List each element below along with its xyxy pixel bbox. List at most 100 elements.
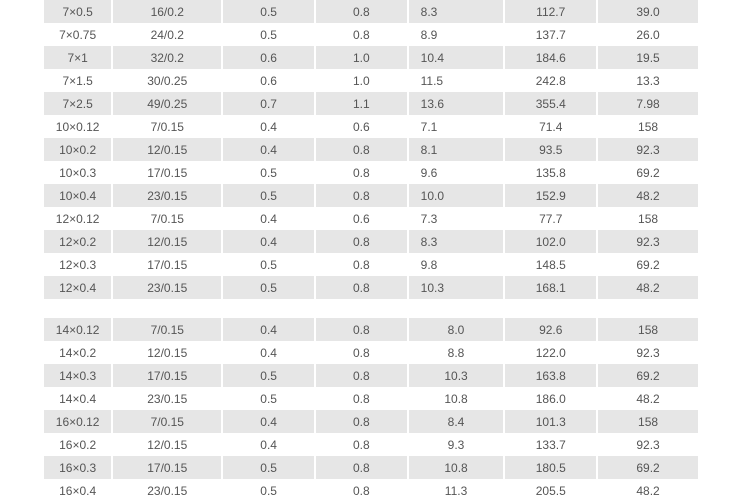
table-cell: 122.0 — [535, 345, 566, 360]
table-cell: 10×0.2 — [44, 138, 112, 161]
table-cell: 11.3 — [444, 483, 468, 498]
table-cell: 10.8 — [444, 391, 468, 406]
table-cell: 7/0.15 — [113, 410, 222, 433]
table-cell: 16×0.2 — [59, 437, 97, 452]
table-cell: 13.3 — [636, 73, 660, 88]
table-cell: 0.8 — [315, 138, 407, 161]
table-cell: 14×0.12 — [44, 318, 112, 341]
table-cell: 49/0.25 — [113, 92, 222, 115]
table-cell: 101.3 — [505, 410, 597, 433]
table-cell: 8.1 — [408, 138, 504, 161]
table-cell: 8.3 — [408, 230, 504, 253]
table-cell: 186.0 — [535, 391, 566, 406]
table-cell: 0.5 — [223, 456, 314, 479]
table-cell: 23/0.15 — [147, 391, 188, 406]
table-cell: 0.8 — [315, 230, 407, 253]
table-cell: 158 — [598, 318, 698, 341]
table-cell: 23/0.15 — [113, 184, 222, 207]
table-cell: 26.0 — [636, 27, 660, 42]
table-row: 10×0.2 12/0.15 0.4 0.8 8.1 93.5 92.3 — [44, 138, 698, 161]
table-cell: 93.5 — [505, 138, 597, 161]
table-row: 16×0.4 23/0.15 0.5 0.8 11.3 205.5 48.2 — [44, 479, 698, 502]
table-cell: 7×0.75 — [59, 27, 97, 42]
table-cell: 39.0 — [598, 0, 698, 23]
table-cell: 69.2 — [598, 456, 698, 479]
table-cell: 12/0.15 — [147, 345, 188, 360]
table-cell: 8.4 — [408, 410, 504, 433]
table-row: 16×0.12 7/0.15 0.4 0.8 8.4 101.3 158 — [44, 410, 698, 433]
table-cell: 1.0 — [315, 46, 407, 69]
table-row: 12×0.3 17/0.15 0.5 0.8 9.8 148.5 69.2 — [44, 253, 698, 276]
table-row: 7×1.5 30/0.25 0.6 1.0 11.5 242.8 13.3 — [44, 69, 698, 92]
table-cell: 7×1 — [44, 46, 112, 69]
table-cell: 9.8 — [420, 257, 438, 272]
table-cell: 8.8 — [447, 345, 465, 360]
table-cell: 180.5 — [505, 456, 597, 479]
table-cell: 158 — [638, 211, 659, 226]
table-cell: 355.4 — [505, 92, 597, 115]
table-cell: 11.5 — [420, 73, 444, 88]
table-cell: 0.5 — [260, 483, 277, 498]
table-cell: 135.8 — [535, 165, 566, 180]
table-cell: 48.2 — [598, 184, 698, 207]
table-row: 14×0.2 12/0.15 0.4 0.8 8.8 122.0 92.3 — [44, 341, 698, 364]
table-cell: 92.3 — [598, 230, 698, 253]
table-cell: 13.6 — [408, 92, 504, 115]
table-cell: 0.5 — [260, 27, 277, 42]
spec-table: 7×0.5 16/0.2 0.5 0.8 8.3 112.7 39.0 7×0.75 24/0.… — [42, 0, 700, 299]
table-cell: 0.4 — [260, 211, 277, 226]
table-cell: 12×0.12 — [55, 211, 100, 226]
table-row: 14×0.3 17/0.15 0.5 0.8 10.3 163.8 69.2 — [44, 364, 698, 387]
table-cell: 163.8 — [505, 364, 597, 387]
table-cell: 0.8 — [352, 391, 370, 406]
table-cell: 17/0.15 — [147, 165, 188, 180]
table-cell: 133.7 — [535, 437, 566, 452]
table-cell: 10.4 — [408, 46, 504, 69]
table-cell: 17/0.15 — [113, 456, 222, 479]
table-cell: 12/0.15 — [113, 138, 222, 161]
table-cell: 10.3 — [408, 364, 504, 387]
table-cell: 1.0 — [352, 73, 370, 88]
table-row: 10×0.4 23/0.15 0.5 0.8 10.0 152.9 48.2 — [44, 184, 698, 207]
table-cell: 12/0.15 — [113, 230, 222, 253]
table-cell: 0.5 — [260, 165, 277, 180]
table-row: 12×0.4 23/0.15 0.5 0.8 10.3 168.1 48.2 — [44, 276, 698, 299]
table-row: 14×0.12 7/0.15 0.4 0.8 8.0 92.6 158 — [44, 318, 698, 341]
table-cell: 148.5 — [535, 257, 566, 272]
table-row: 10×0.12 7/0.15 0.4 0.6 7.1 71.4 158 — [44, 115, 698, 138]
table-cell: 7×1.5 — [62, 73, 93, 88]
table-cell: 7.1 — [420, 119, 438, 134]
table-cell: 7/0.15 — [113, 318, 222, 341]
table-row: 16×0.3 17/0.15 0.5 0.8 10.8 180.5 69.2 — [44, 456, 698, 479]
table-cell: 102.0 — [505, 230, 597, 253]
table-cell: 0.4 — [223, 138, 314, 161]
table-cell: 77.7 — [539, 211, 563, 226]
table-cell: 0.8 — [315, 456, 407, 479]
table-cell: 69.2 — [636, 165, 660, 180]
table-cell: 10.3 — [408, 276, 504, 299]
table-cell: 0.5 — [260, 257, 277, 272]
table-cell: 0.8 — [315, 410, 407, 433]
table-cell: 1.1 — [315, 92, 407, 115]
table-row: 12×0.2 12/0.15 0.4 0.8 8.3 102.0 92.3 — [44, 230, 698, 253]
table-cell: 0.8 — [352, 345, 370, 360]
table-cell: 0.8 — [352, 27, 370, 42]
table-cell: 0.8 — [352, 483, 370, 498]
table-cell: 112.7 — [505, 0, 597, 23]
table-cell: 137.7 — [535, 27, 566, 42]
table-cell: 0.5 — [260, 391, 277, 406]
table-cell: 0.6 — [223, 46, 314, 69]
table-cell: 7/0.15 — [150, 211, 184, 226]
table-cell: 16×0.12 — [44, 410, 112, 433]
table-row: 7×0.75 24/0.2 0.5 0.8 8.9 137.7 26.0 — [44, 23, 698, 46]
table-cell: 10.0 — [408, 184, 504, 207]
table-cell: 8.0 — [408, 318, 504, 341]
table-row: 7×1 32/0.2 0.6 1.0 10.4 184.6 19.5 — [44, 46, 698, 69]
table-cell: 10.8 — [408, 456, 504, 479]
table-cell: 8.3 — [408, 0, 504, 23]
table-cell: 168.1 — [505, 276, 597, 299]
table-cell: 48.2 — [636, 391, 660, 406]
table-cell: 92.6 — [505, 318, 597, 341]
table-cell: 0.4 — [260, 345, 277, 360]
table-cell: 0.6 — [352, 119, 370, 134]
